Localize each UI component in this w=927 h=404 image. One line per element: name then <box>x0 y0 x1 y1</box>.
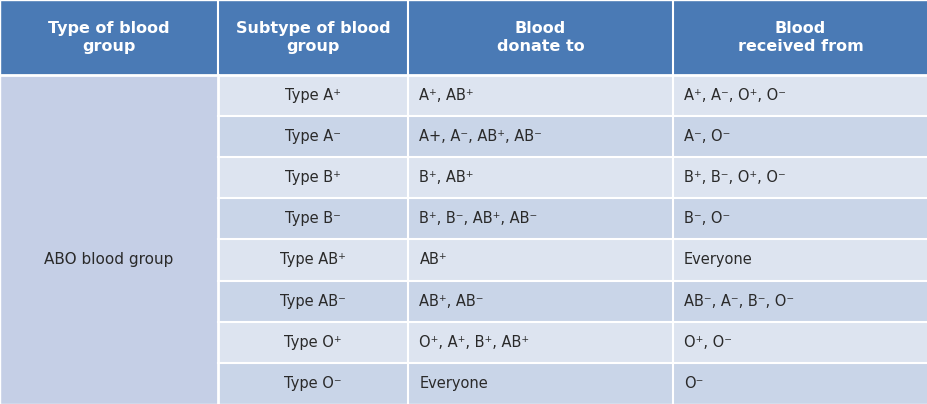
Bar <box>218 363 408 404</box>
Text: ABO blood group: ABO blood group <box>44 252 173 267</box>
Bar <box>408 239 672 280</box>
Text: O⁺, O⁻: O⁺, O⁻ <box>683 335 731 350</box>
Text: Type AB⁻: Type AB⁻ <box>280 294 346 309</box>
Bar <box>672 239 927 280</box>
Bar <box>408 157 672 198</box>
Bar <box>218 75 408 116</box>
Bar <box>672 75 927 116</box>
Bar <box>408 322 672 363</box>
Text: Blood
received from: Blood received from <box>737 21 862 54</box>
Bar <box>218 0 408 75</box>
Text: Type AB⁺: Type AB⁺ <box>280 252 346 267</box>
Text: Type O⁻: Type O⁻ <box>284 376 342 391</box>
Text: Everyone: Everyone <box>683 252 752 267</box>
Bar <box>408 0 672 75</box>
Text: Blood
donate to: Blood donate to <box>496 21 584 54</box>
Bar <box>672 0 927 75</box>
Bar <box>408 116 672 157</box>
Text: B⁺, B⁻, AB⁺, AB⁻: B⁺, B⁻, AB⁺, AB⁻ <box>419 211 537 226</box>
Text: AB⁻, A⁻, B⁻, O⁻: AB⁻, A⁻, B⁻, O⁻ <box>683 294 794 309</box>
Text: Type of blood
group: Type of blood group <box>48 21 170 54</box>
Bar <box>408 363 672 404</box>
Bar <box>218 280 408 322</box>
Bar <box>218 157 408 198</box>
Bar <box>408 198 672 239</box>
Bar <box>672 198 927 239</box>
Text: Type A⁻: Type A⁻ <box>285 129 341 144</box>
Text: B⁺, AB⁺: B⁺, AB⁺ <box>419 170 474 185</box>
Bar <box>218 322 408 363</box>
Text: Everyone: Everyone <box>419 376 488 391</box>
Text: O⁺, A⁺, B⁺, AB⁺: O⁺, A⁺, B⁺, AB⁺ <box>419 335 529 350</box>
Bar <box>408 75 672 116</box>
Text: B⁺, B⁻, O⁺, O⁻: B⁺, B⁻, O⁺, O⁻ <box>683 170 785 185</box>
Bar <box>218 198 408 239</box>
Text: AB⁺, AB⁻: AB⁺, AB⁻ <box>419 294 484 309</box>
Bar <box>672 280 927 322</box>
Bar <box>672 363 927 404</box>
Bar <box>408 280 672 322</box>
Text: A⁺, A⁻, O⁺, O⁻: A⁺, A⁻, O⁺, O⁻ <box>683 88 785 103</box>
Text: O⁻: O⁻ <box>683 376 703 391</box>
Text: Type B⁺: Type B⁺ <box>285 170 341 185</box>
Bar <box>672 157 927 198</box>
Bar <box>218 239 408 280</box>
Text: Type A⁺: Type A⁺ <box>285 88 341 103</box>
Text: Type B⁻: Type B⁻ <box>285 211 341 226</box>
Text: A+, A⁻, AB⁺, AB⁻: A+, A⁻, AB⁺, AB⁻ <box>419 129 541 144</box>
Text: B⁻, O⁻: B⁻, O⁻ <box>683 211 730 226</box>
Bar <box>0 75 218 404</box>
Text: AB⁺: AB⁺ <box>419 252 447 267</box>
Bar <box>218 116 408 157</box>
Text: A⁺, AB⁺: A⁺, AB⁺ <box>419 88 474 103</box>
Text: Subtype of blood
group: Subtype of blood group <box>235 21 390 54</box>
Text: A⁻, O⁻: A⁻, O⁻ <box>683 129 730 144</box>
Text: Type O⁺: Type O⁺ <box>284 335 342 350</box>
Bar <box>0 0 218 75</box>
Bar <box>672 322 927 363</box>
Bar <box>672 116 927 157</box>
